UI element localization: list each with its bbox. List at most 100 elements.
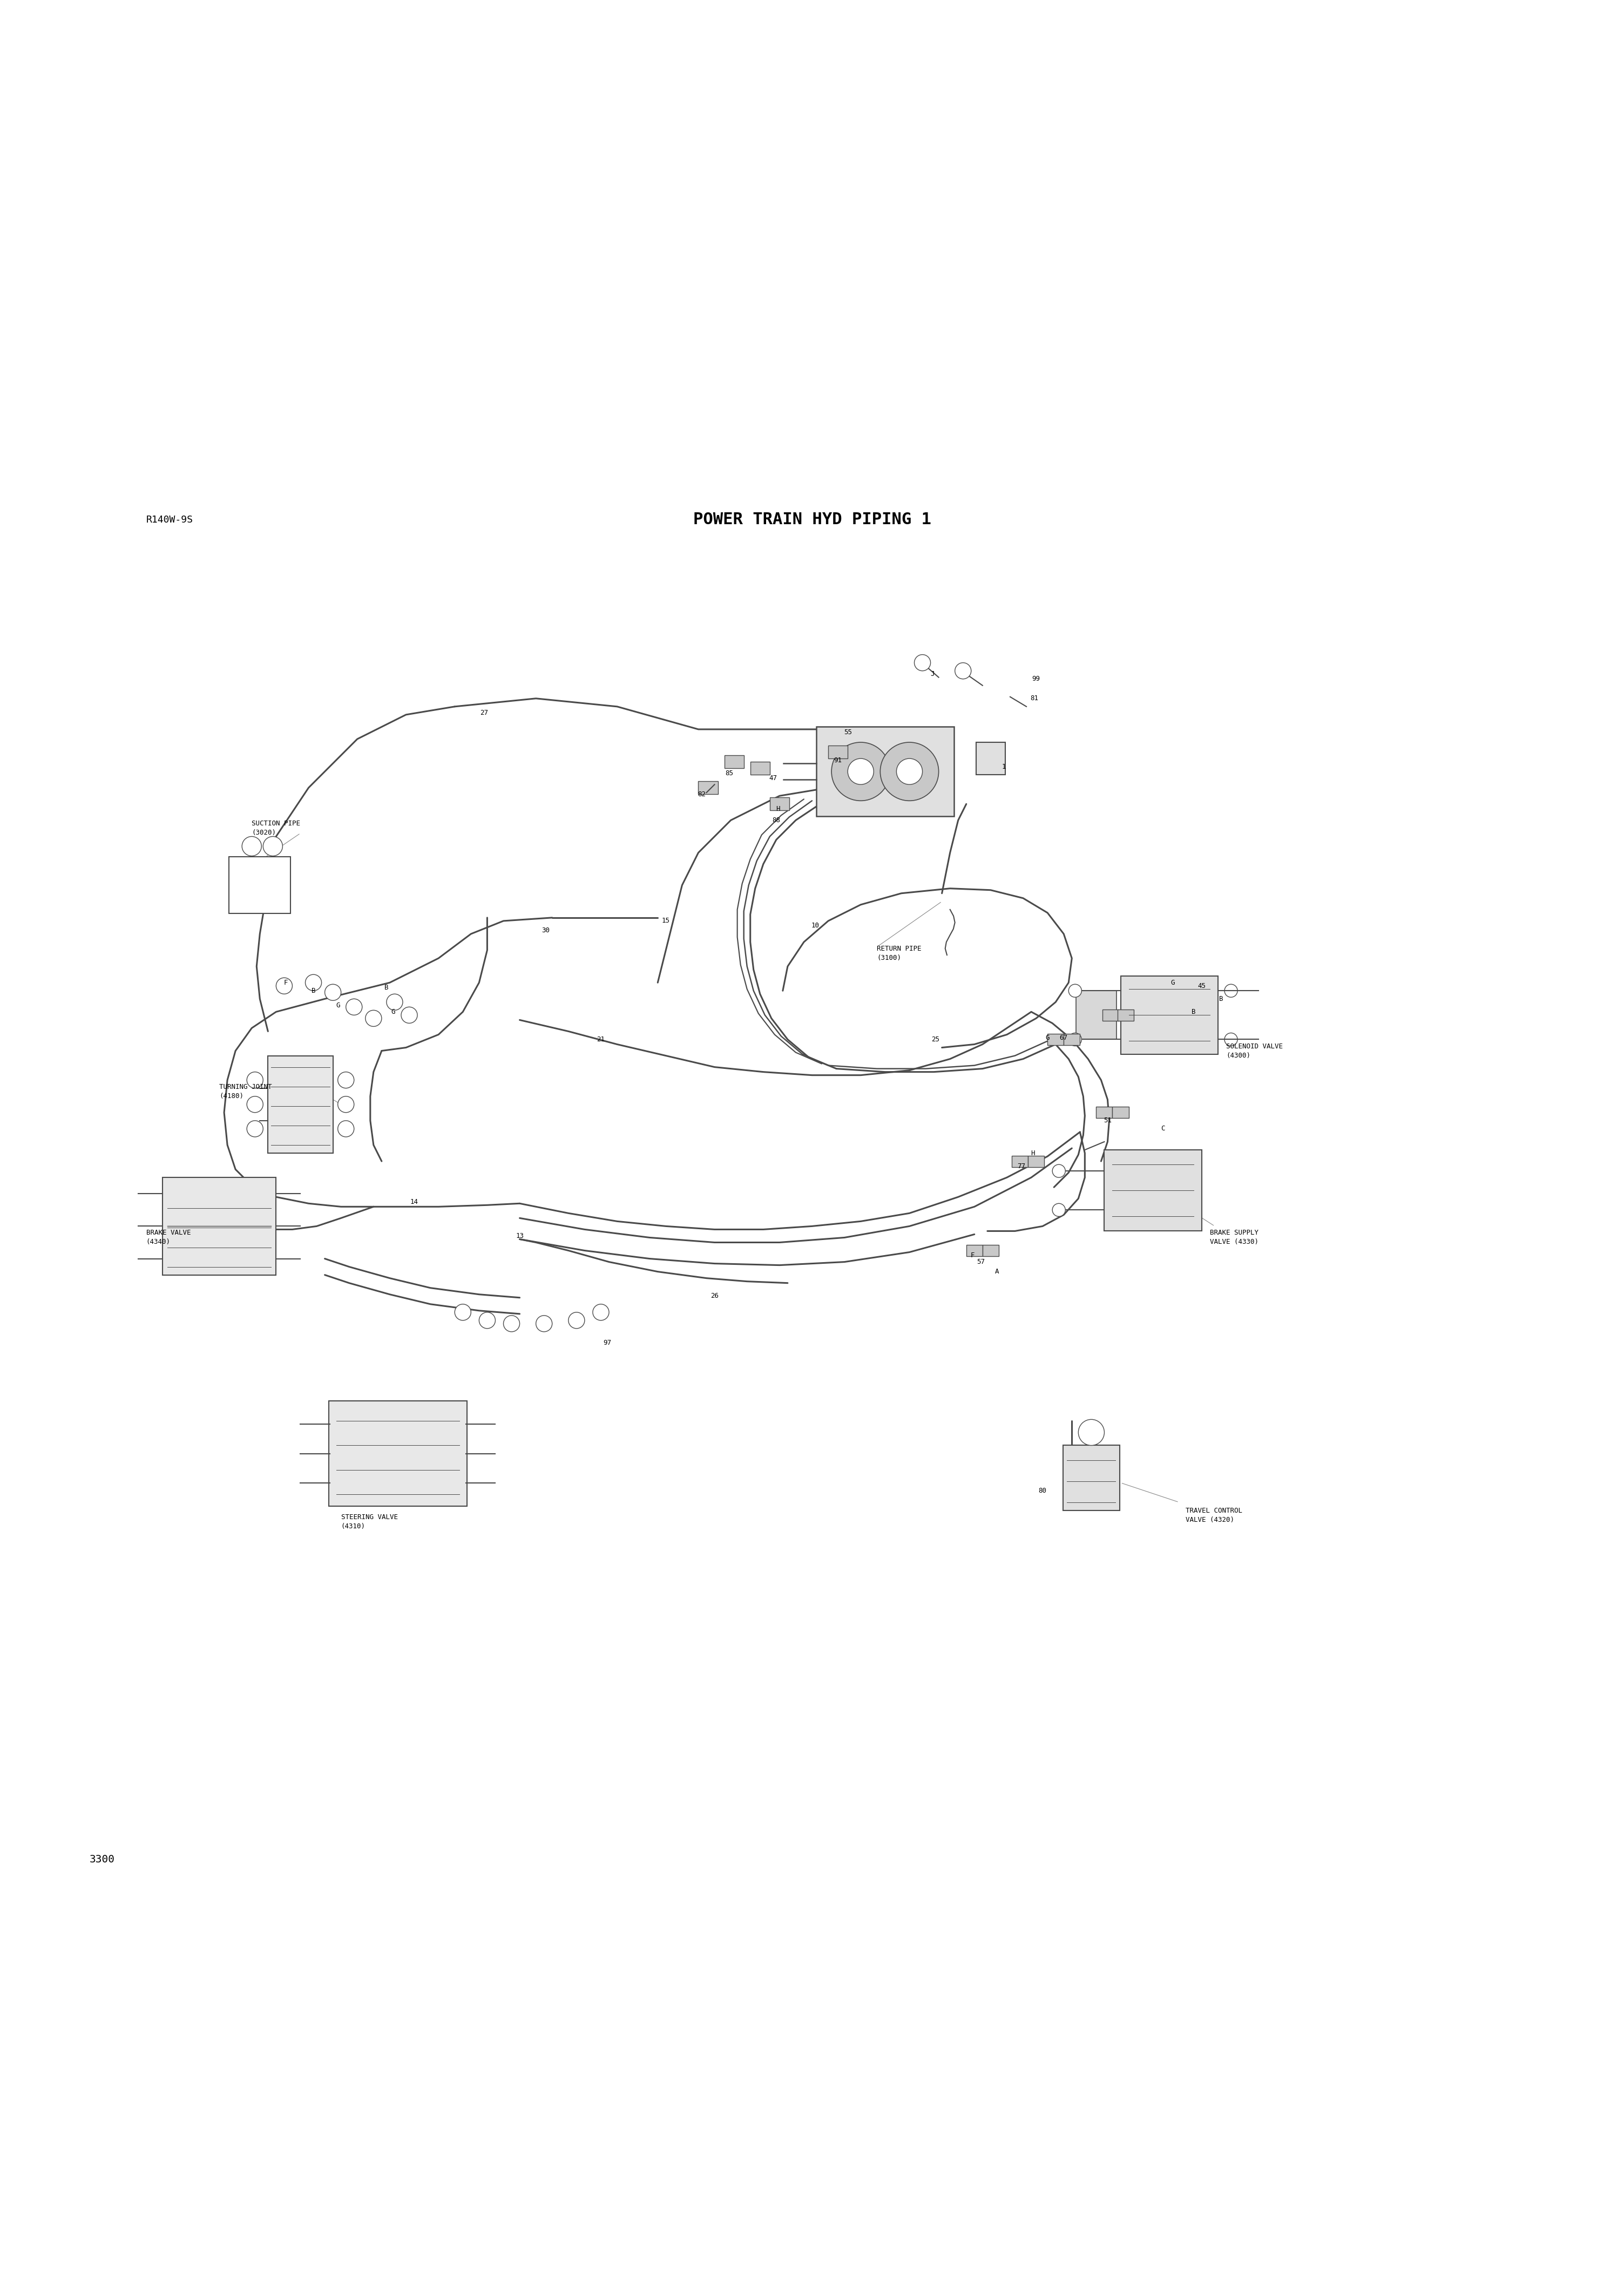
Circle shape	[247, 1072, 263, 1088]
Text: 14: 14	[411, 1198, 417, 1205]
Bar	[1075, 992, 1117, 1040]
Text: 15: 15	[663, 918, 669, 925]
Bar	[1112, 1106, 1129, 1118]
Circle shape	[1224, 1033, 1237, 1047]
Text: G: G	[1046, 1035, 1049, 1042]
Text: 10: 10	[812, 923, 818, 930]
Text: H: H	[1031, 1150, 1034, 1156]
Text: 57: 57	[978, 1260, 984, 1266]
Text: B: B	[312, 987, 315, 994]
Circle shape	[305, 976, 322, 992]
Text: G: G	[336, 1001, 339, 1010]
Bar	[1103, 1010, 1119, 1021]
Text: BRAKE VALVE
(4340): BRAKE VALVE (4340)	[146, 1230, 190, 1246]
Text: 88: 88	[773, 818, 780, 824]
Circle shape	[365, 1010, 382, 1026]
Bar	[750, 763, 770, 774]
Text: 81: 81	[1031, 694, 1038, 703]
Text: TRAVEL CONTROL
VALVE (4320): TRAVEL CONTROL VALVE (4320)	[1186, 1507, 1242, 1523]
Circle shape	[1078, 1420, 1104, 1445]
Bar	[229, 856, 291, 914]
Bar	[724, 756, 744, 767]
Text: R140W-9S: R140W-9S	[146, 515, 193, 524]
Text: 25: 25	[932, 1035, 939, 1042]
Bar	[1096, 1106, 1112, 1118]
Circle shape	[479, 1312, 495, 1328]
Circle shape	[263, 836, 283, 856]
Text: POWER TRAIN HYD PIPING 1: POWER TRAIN HYD PIPING 1	[693, 513, 931, 527]
Text: B: B	[1192, 1008, 1195, 1014]
Bar	[698, 781, 718, 795]
Text: F: F	[971, 1253, 974, 1260]
Bar	[1064, 1445, 1121, 1511]
Circle shape	[276, 978, 292, 994]
Text: 3300: 3300	[89, 1855, 115, 1864]
Circle shape	[1069, 985, 1082, 996]
Bar	[1028, 1156, 1044, 1168]
Circle shape	[1052, 1205, 1065, 1216]
Circle shape	[338, 1120, 354, 1136]
Text: RETURN PIPE
(3100): RETURN PIPE (3100)	[877, 946, 921, 962]
Text: 13: 13	[516, 1232, 523, 1239]
Text: 26: 26	[711, 1292, 718, 1298]
Bar	[1047, 1033, 1064, 1044]
Text: 91: 91	[835, 756, 841, 763]
Bar	[983, 1246, 999, 1257]
Text: SUCTION PIPE
(3020): SUCTION PIPE (3020)	[252, 820, 300, 836]
Circle shape	[338, 1097, 354, 1113]
Circle shape	[338, 1072, 354, 1088]
Circle shape	[325, 985, 341, 1001]
Text: G: G	[391, 1008, 395, 1014]
Text: 97: 97	[604, 1340, 611, 1347]
Text: TURNING JOINT
(4180): TURNING JOINT (4180)	[219, 1083, 271, 1099]
Text: H: H	[776, 806, 780, 813]
Text: A: A	[996, 1269, 999, 1276]
Text: BRAKE SUPPLY
VALVE (4330): BRAKE SUPPLY VALVE (4330)	[1210, 1230, 1259, 1246]
Text: SOLENOID VALVE
(4300): SOLENOID VALVE (4300)	[1226, 1042, 1283, 1058]
Circle shape	[914, 655, 931, 671]
Text: 45: 45	[1199, 982, 1205, 989]
Text: 80: 80	[1039, 1488, 1046, 1495]
Circle shape	[1224, 985, 1237, 996]
Circle shape	[401, 1008, 417, 1024]
Bar	[770, 797, 789, 811]
Text: 51: 51	[1104, 1118, 1111, 1124]
Circle shape	[955, 662, 971, 678]
Text: STEERING VALVE
(4310): STEERING VALVE (4310)	[341, 1514, 398, 1530]
Text: F: F	[284, 980, 287, 987]
Circle shape	[387, 994, 403, 1010]
Text: 1: 1	[1002, 763, 1005, 769]
Bar	[966, 1246, 983, 1257]
Circle shape	[1052, 1166, 1065, 1177]
Circle shape	[593, 1303, 609, 1321]
Bar	[162, 1177, 276, 1276]
Circle shape	[896, 758, 922, 785]
Bar	[976, 742, 1005, 774]
Text: G: G	[1171, 980, 1174, 987]
Circle shape	[831, 742, 890, 802]
Circle shape	[247, 1097, 263, 1113]
Bar	[328, 1401, 468, 1507]
Text: 77: 77	[1018, 1163, 1025, 1170]
Text: 55: 55	[844, 728, 851, 735]
Circle shape	[1069, 1033, 1082, 1047]
Bar	[1117, 1010, 1134, 1021]
Circle shape	[880, 742, 939, 802]
Bar	[817, 726, 955, 815]
Text: J: J	[931, 671, 934, 678]
Text: B: B	[385, 985, 388, 992]
Text: C: C	[1161, 1124, 1164, 1131]
Text: 99: 99	[1033, 676, 1039, 682]
Text: 82: 82	[698, 790, 705, 797]
Bar	[268, 1056, 333, 1154]
Circle shape	[346, 998, 362, 1014]
Text: 85: 85	[726, 769, 732, 776]
Text: 27: 27	[481, 710, 487, 717]
Bar	[828, 747, 848, 758]
Text: 67: 67	[1060, 1035, 1067, 1042]
Text: 30: 30	[542, 927, 549, 934]
Bar	[1121, 976, 1218, 1053]
Circle shape	[848, 758, 874, 785]
Circle shape	[568, 1312, 585, 1328]
Text: B: B	[1220, 996, 1223, 1003]
